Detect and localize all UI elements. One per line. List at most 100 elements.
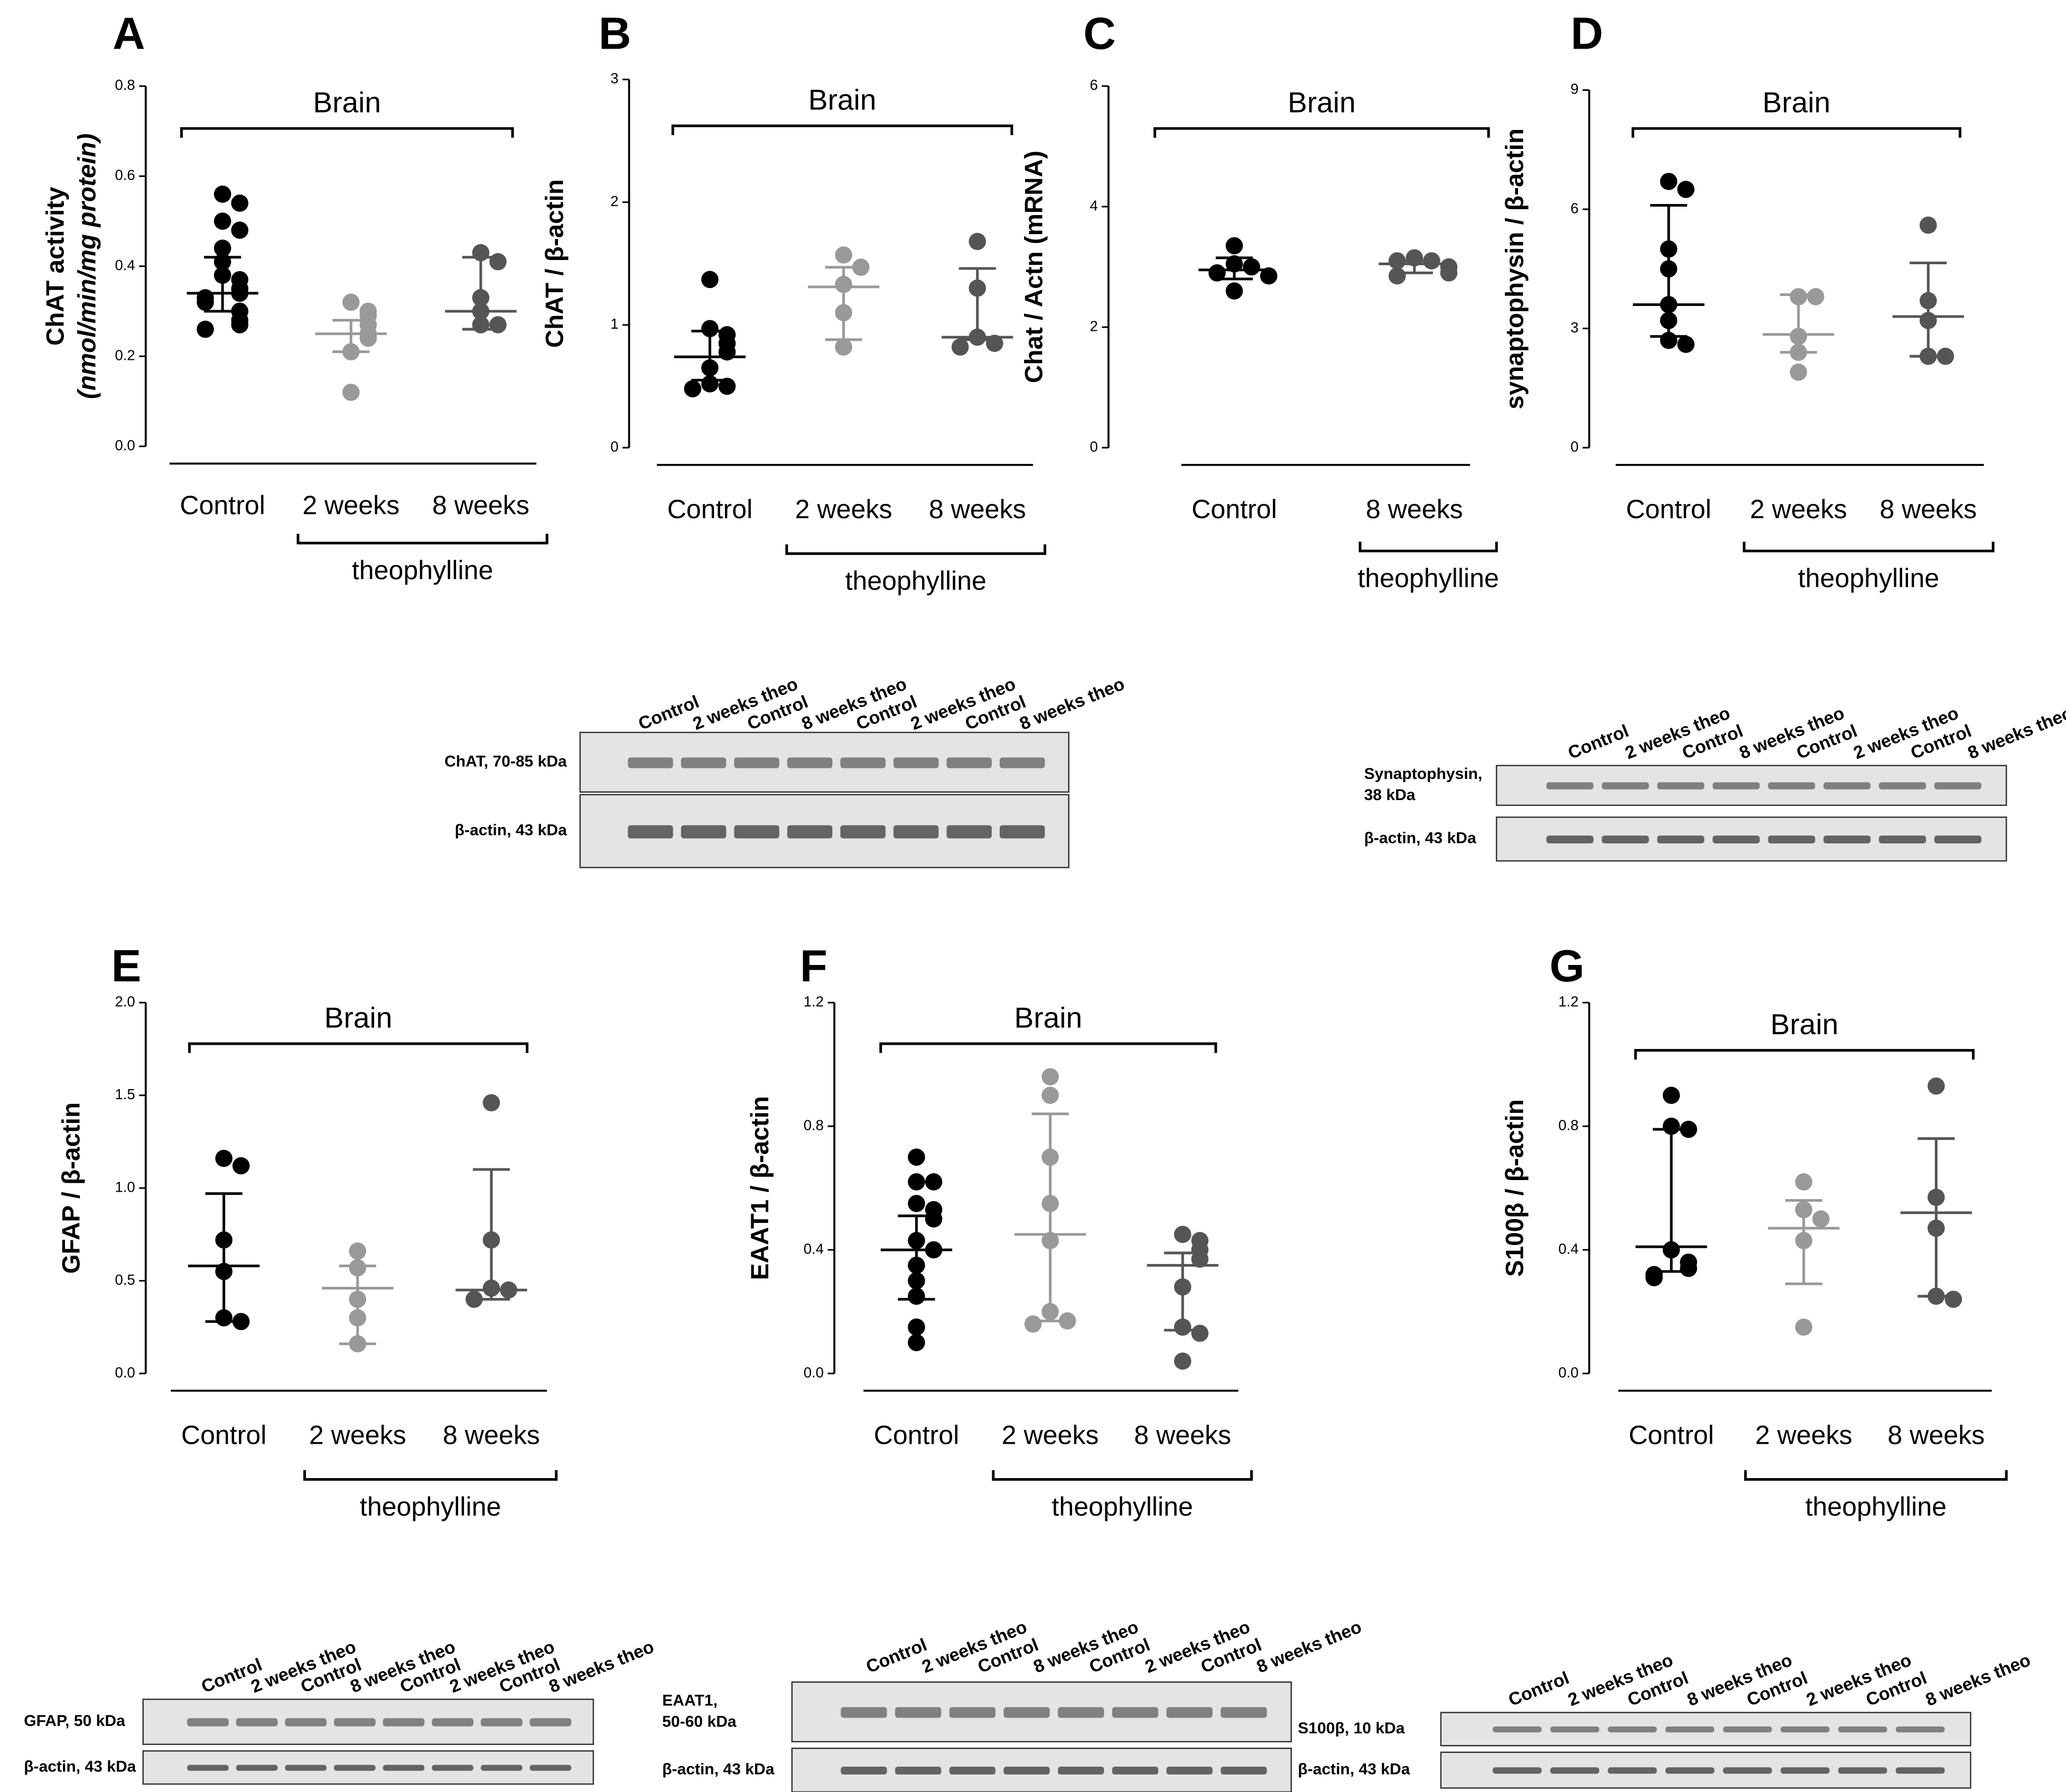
- blot-band: [1838, 1767, 1887, 1774]
- error-bar: [1918, 1137, 1955, 1298]
- blot-band: [187, 1718, 229, 1726]
- error-bar: [898, 1214, 935, 1301]
- blot-band: [383, 1718, 425, 1726]
- data-point: [1795, 1173, 1812, 1191]
- data-point: [197, 293, 214, 311]
- data-point: [1191, 1250, 1209, 1268]
- bracket: [296, 534, 548, 545]
- bracket-label: theophylline: [1357, 563, 1499, 593]
- blot-band: [1878, 835, 1927, 844]
- blot-band: [1058, 1707, 1104, 1718]
- blot-band: [285, 1718, 327, 1726]
- blot-band: [1003, 1767, 1050, 1775]
- data-point: [342, 293, 360, 311]
- panel-letter: B: [599, 9, 631, 59]
- bracket: [1631, 127, 1961, 138]
- bracket-label: theophylline: [1806, 1492, 1947, 1521]
- blot-band: [1838, 1726, 1887, 1733]
- y-tick-label: 0.8: [1558, 1117, 1578, 1133]
- data-point: [1225, 282, 1243, 300]
- blot-row-label: S100β, 10 kDa: [1298, 1720, 1404, 1737]
- x-tick-label: Control: [1626, 495, 1711, 524]
- blot-band: [1607, 1767, 1657, 1774]
- blot-band: [1221, 1767, 1267, 1775]
- panel: C 0 2 4 6 Chat / Actn (mRNA) Brain theophylline…: [1020, 9, 1499, 593]
- blot-band: [1768, 835, 1816, 844]
- blot-band: [628, 825, 673, 839]
- x-tick-label: Control: [667, 495, 753, 524]
- data-point: [232, 1157, 250, 1175]
- data-point: [342, 384, 360, 401]
- data-point: [1174, 1352, 1192, 1370]
- bracket: [180, 127, 514, 138]
- x-tick-label: 2 weeks: [302, 490, 399, 520]
- panel: E 0.0 0.5 1.0 1.5 2.0 GFAP / β-actin Brain theop…: [58, 941, 558, 1521]
- blot-band: [529, 1718, 572, 1726]
- y-tick-label: 0.8: [115, 77, 135, 93]
- y-tick-label: 2: [610, 193, 618, 209]
- data-point: [231, 316, 249, 333]
- blot-row-label: Synaptophysin,: [1364, 765, 1483, 783]
- y-tick-label: 1.5: [115, 1086, 135, 1102]
- data-point: [1807, 288, 1825, 305]
- lane-label: 8 weeks theo: [1965, 703, 2066, 763]
- blot-band: [946, 825, 992, 839]
- blot-band: [480, 1718, 523, 1726]
- x-tick-label: 2 weeks: [309, 1420, 406, 1450]
- panel-letter: F: [800, 941, 827, 991]
- blot-band: [1166, 1707, 1213, 1718]
- data-point: [231, 194, 249, 212]
- panel-letter: A: [113, 9, 145, 59]
- y-tick-label: 0.4: [1558, 1240, 1578, 1257]
- x-tick-label: 8 weeks: [1134, 1420, 1231, 1450]
- data-point: [701, 320, 719, 338]
- data-point: [908, 1148, 925, 1166]
- blot-row-label: β-actin, 43 kDa: [662, 1761, 774, 1778]
- data-point: [908, 1195, 925, 1212]
- data-point: [925, 1210, 943, 1228]
- data-point: [925, 1173, 943, 1191]
- blot-row-label: 38 kDa: [1364, 786, 1416, 804]
- error-bar: [1910, 261, 1947, 358]
- blot-band: [1003, 1707, 1050, 1718]
- data-point: [1944, 1290, 1962, 1308]
- blot-band: [1665, 1767, 1715, 1774]
- data-point: [969, 233, 987, 250]
- blot-band: [1878, 782, 1927, 790]
- blot-band: [1493, 1726, 1542, 1733]
- data-point: [684, 380, 702, 397]
- blot-band: [1823, 835, 1871, 844]
- x-tick-label: 2 weeks: [1002, 1420, 1099, 1450]
- panel: A 0.0 0.2 0.4 0.6 0.8 ChAT activity (nmol/min/m…: [41, 9, 548, 585]
- panel: F 0.0 0.4 0.8 1.2 EAAT1 / β-actin Brain theophy…: [746, 941, 1253, 1521]
- y-tick-label: 2.0: [115, 994, 135, 1010]
- y-tick-label: 0.2: [115, 347, 135, 363]
- blot-band: [1602, 782, 1649, 790]
- panel: B 0 1 2 3 ChAT / β-actin Brain theophylline Cont…: [541, 9, 1047, 596]
- bracket-label: theophylline: [1798, 563, 1939, 593]
- y-tick-label: 9: [1570, 81, 1578, 97]
- error-bar: [1395, 259, 1433, 274]
- y-tick-label: 1.2: [804, 994, 824, 1010]
- blot-band: [1607, 1726, 1657, 1733]
- x-tick-label: Control: [1192, 495, 1277, 524]
- blot-band: [1166, 1767, 1213, 1775]
- blot-band: [893, 757, 939, 768]
- blot-band: [949, 1767, 995, 1775]
- y-tick-label: 2: [1090, 318, 1097, 334]
- data-point: [1660, 173, 1678, 190]
- blot-band: [529, 1765, 572, 1771]
- error-bar: [339, 1264, 376, 1345]
- chart-title: Brain: [1763, 86, 1831, 119]
- y-tick-label: 0: [610, 438, 618, 454]
- bracket: [992, 1470, 1253, 1481]
- chart-title: Brain: [808, 83, 877, 116]
- data-point: [1662, 1087, 1680, 1104]
- data-point: [1645, 1269, 1663, 1287]
- y-axis-label: Chat / Actn (mRNA): [1020, 151, 1048, 383]
- data-point: [1680, 1259, 1697, 1277]
